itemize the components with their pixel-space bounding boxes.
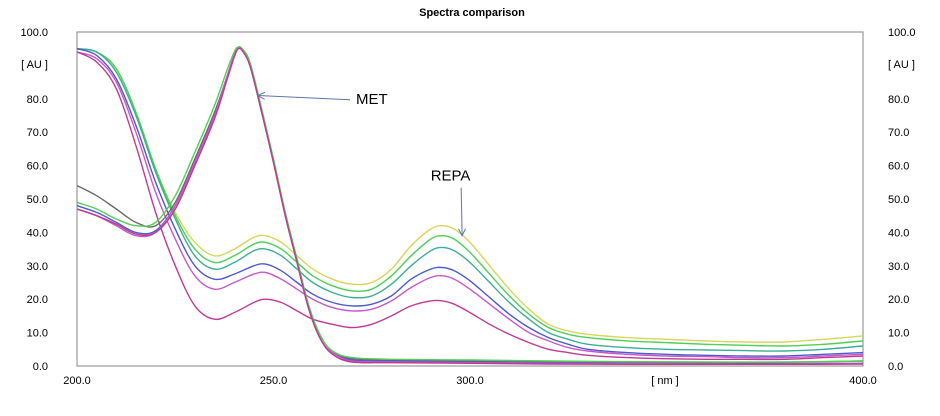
x-axis-label: [ nm ] <box>651 375 679 387</box>
series-line-3 <box>76 48 864 352</box>
y-tick-label-left: 40.0 <box>27 227 48 239</box>
y-tick-label-left: 70.0 <box>27 127 48 139</box>
series-line-2 <box>76 48 864 347</box>
y-tick-label-right: 60.0 <box>888 161 909 173</box>
y-tick-label-right: 10.0 <box>888 328 909 340</box>
annotation-arrow-head <box>256 91 266 100</box>
x-tick-label: 300.0 <box>456 375 484 387</box>
y-axis-right: 0.0 10.0 20.0 30.0 40.0 50.0 60.0 70.0 80.0 100.0 <box>888 27 916 373</box>
y-tick-label-right: 40.0 <box>888 227 909 239</box>
series-line-7 <box>76 47 864 364</box>
y-tick-label-right: 50.0 <box>888 194 909 206</box>
annotation-arrow-line <box>460 187 463 236</box>
y-tick-label-right: 0.0 <box>888 361 903 373</box>
y-axis-label-left: [ AU ] <box>21 59 48 71</box>
series-line-11 <box>76 47 864 366</box>
series-line-10 <box>76 45 864 363</box>
annotation-arrow-head <box>458 228 466 237</box>
x-tick-label: 400.0 <box>849 375 877 387</box>
series-group <box>76 45 864 366</box>
series-line-6 <box>76 51 864 361</box>
y-axis-label-right: [ AU ] <box>888 59 915 71</box>
x-tick-label: 250.0 <box>260 375 288 387</box>
y-tick-label-left: 20.0 <box>27 294 48 306</box>
y-tick-label-left: 100.0 <box>20 27 48 39</box>
plot-frame <box>76 31 864 367</box>
y-tick-label-left: 50.0 <box>27 194 48 206</box>
y-tick-label-right: 80.0 <box>888 94 909 106</box>
series-line-1 <box>76 48 864 343</box>
y-tick-label-left: 80.0 <box>27 94 48 106</box>
y-axis-left: 0.0 10.0 20.0 30.0 40.0 50.0 60.0 70.0 80.0 100.0 <box>20 27 48 373</box>
y-tick-label-left: 60.0 <box>27 161 48 173</box>
annotation-arrow-line <box>257 94 351 101</box>
x-tick-label: 200.0 <box>63 375 91 387</box>
y-tick-label-left: 10.0 <box>27 328 48 340</box>
chart-title: Spectra comparison <box>419 7 525 19</box>
series-line-5 <box>76 51 864 359</box>
y-tick-label-right: 30.0 <box>888 261 909 273</box>
annotation-label-1: MET <box>356 91 388 108</box>
y-tick-label-left: 0.0 <box>33 361 48 373</box>
series-line-4 <box>76 48 864 357</box>
x-axis: 200.0 250.0 300.0 400.0 <box>63 375 877 387</box>
y-tick-label-left: 30.0 <box>27 261 48 273</box>
y-tick-label-right: 100.0 <box>888 27 916 39</box>
annotation-label-2: REPA <box>431 168 471 185</box>
y-tick-label-right: 20.0 <box>888 294 909 306</box>
series-line-9 <box>76 47 864 365</box>
annotations: MET REPA <box>256 91 471 237</box>
series-line-8 <box>76 47 864 365</box>
y-tick-label-right: 70.0 <box>888 127 909 139</box>
